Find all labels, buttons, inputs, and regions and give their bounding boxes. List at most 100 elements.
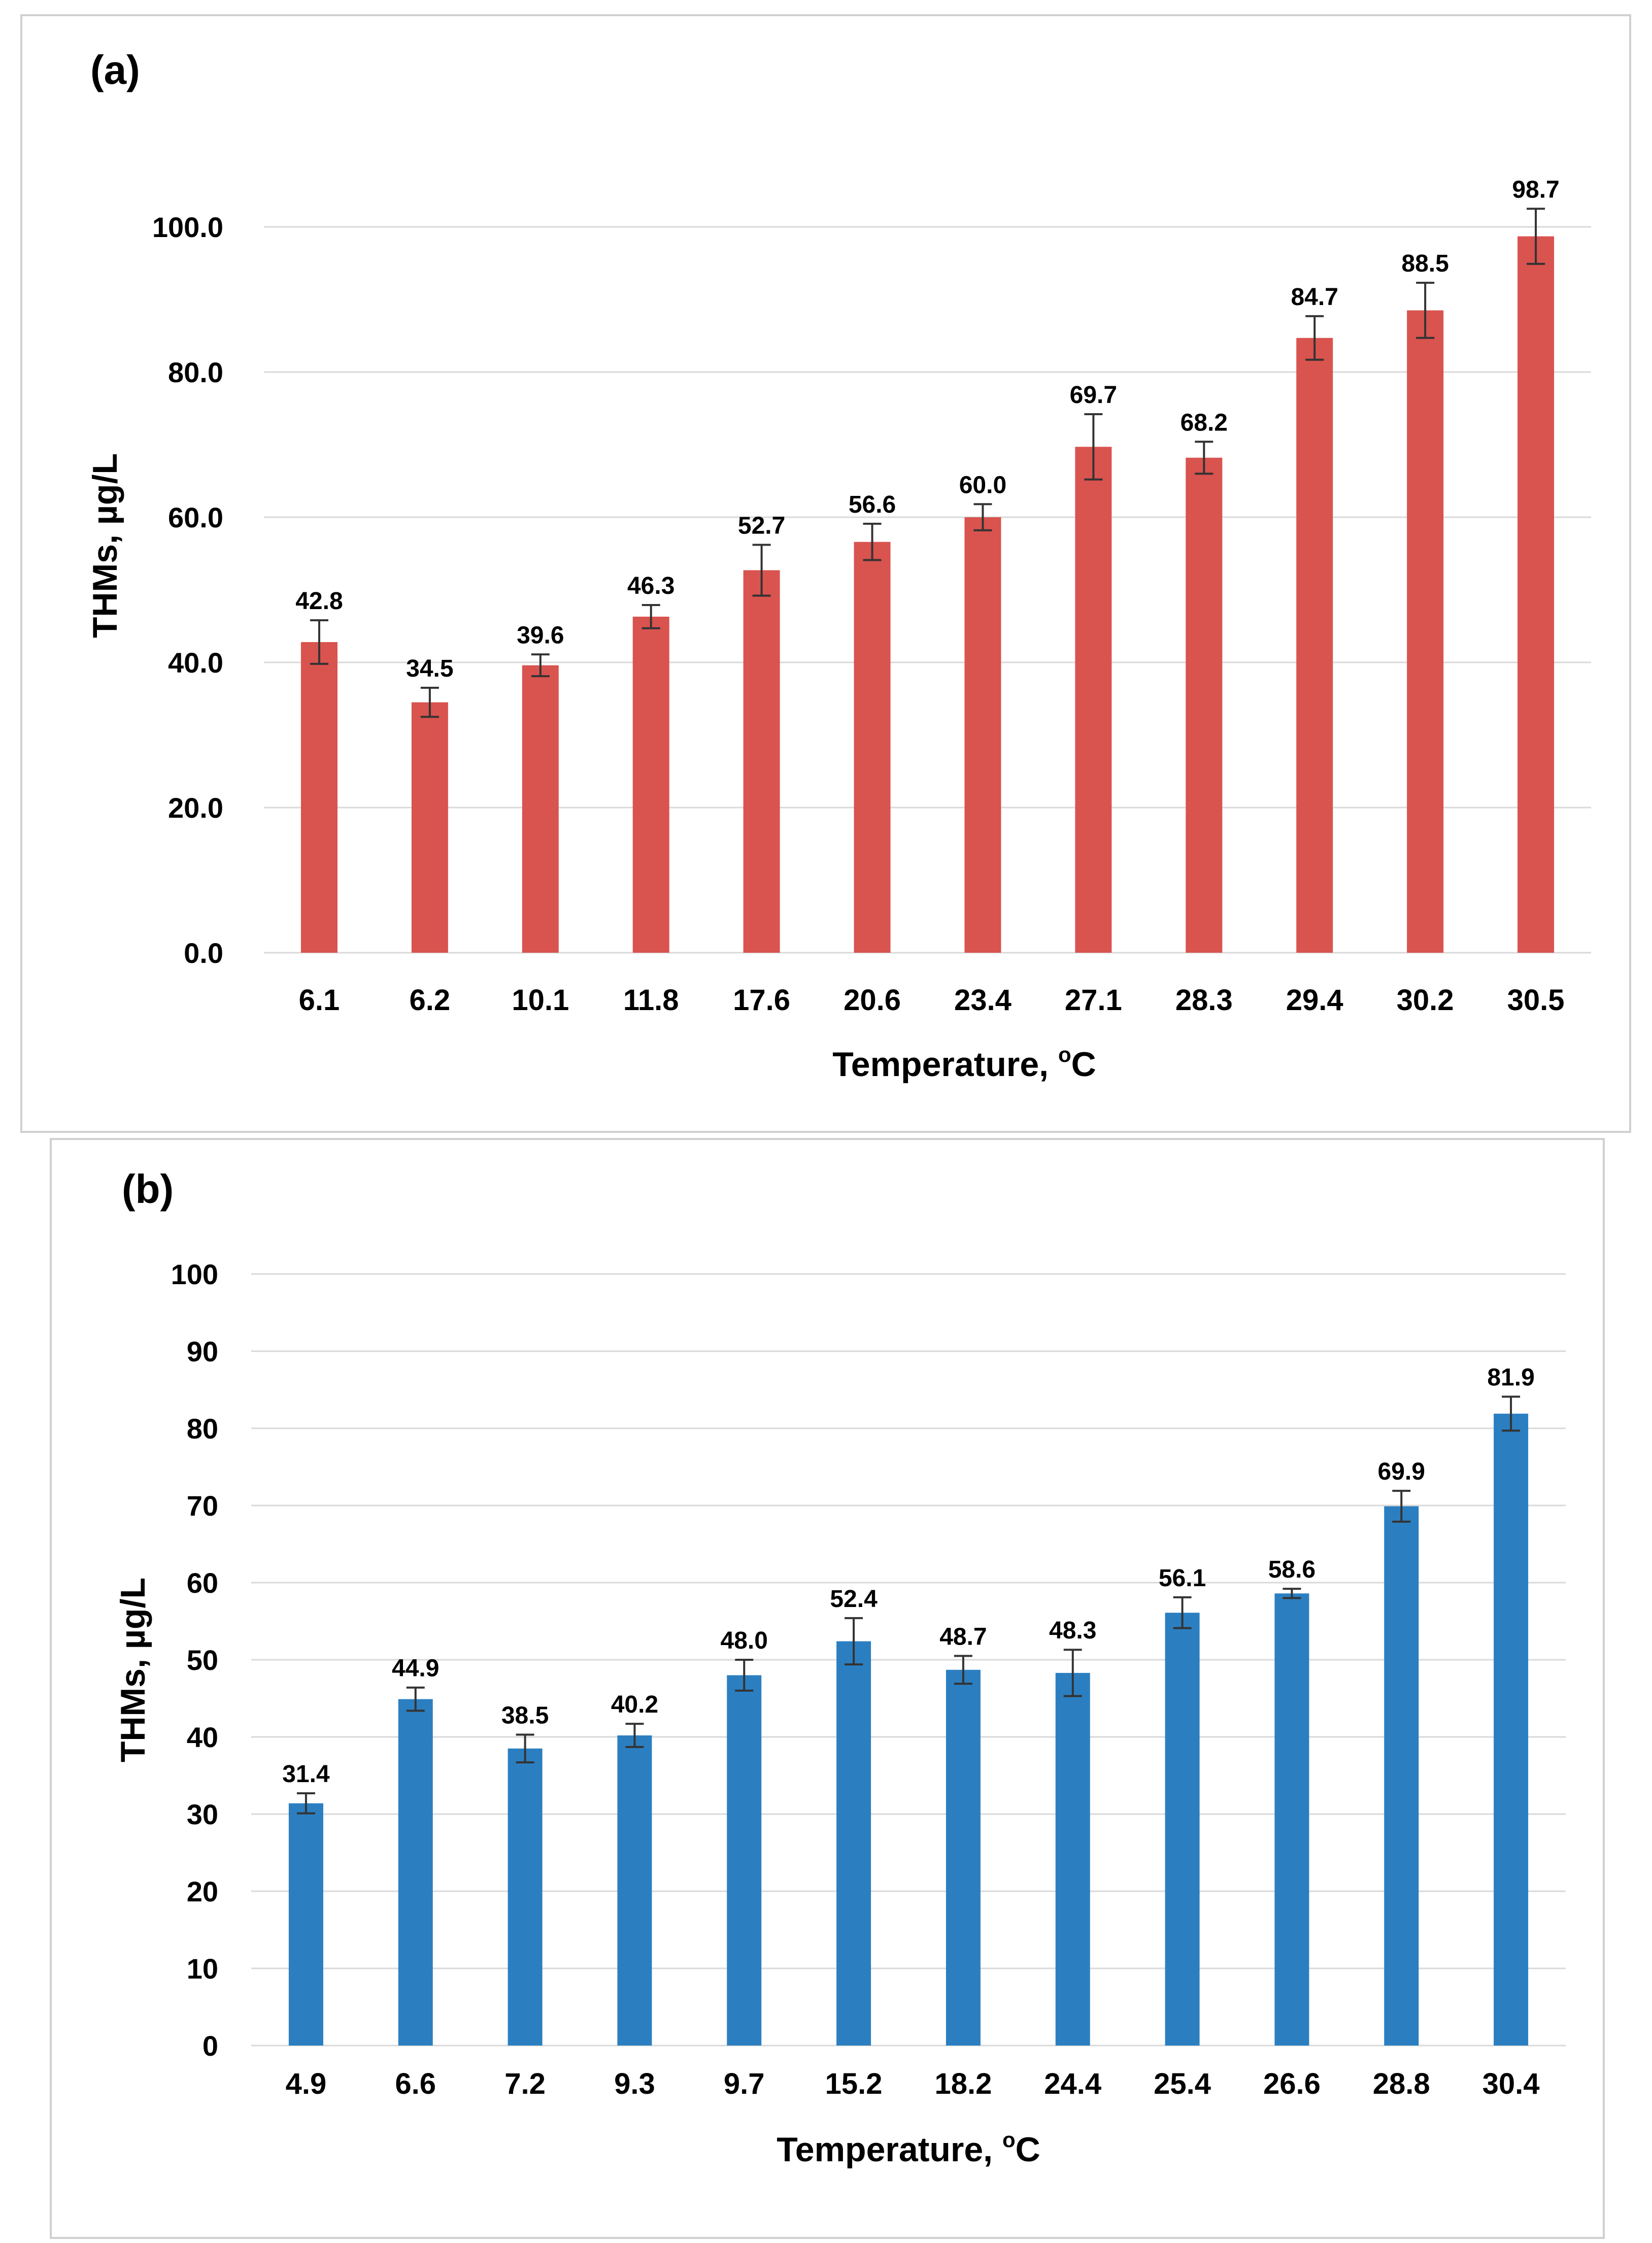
error-bar	[296, 1792, 315, 1815]
chart-a-error-bars	[310, 208, 1545, 718]
x-tick-label: 6.1	[299, 984, 340, 1017]
x-tick-label: 27.1	[1065, 984, 1122, 1017]
data-label: 58.6	[1268, 1556, 1316, 1583]
y-tick-label: 100.0	[152, 211, 223, 243]
bar	[1055, 1672, 1090, 2046]
y-tick-label: 20.0	[168, 792, 223, 824]
x-tick-label: 23.4	[954, 984, 1012, 1017]
chart-a-data-labels: 42.8 34.5 39.6 46.3 52.7 56.6 60.0 69.7 68.2 84.7…	[295, 176, 1560, 682]
error-bar	[1283, 1588, 1301, 1599]
x-tick-label: 25.4	[1154, 2067, 1211, 2100]
chart-b-x-axis-title-unit: C	[1016, 2130, 1040, 2169]
data-label: 81.9	[1487, 1364, 1534, 1391]
chart-a-y-axis-title: THMs, µg/L	[86, 453, 124, 638]
data-label: 48.0	[721, 1627, 768, 1654]
data-label: 42.8	[295, 588, 343, 615]
error-bar	[1063, 1649, 1082, 1697]
x-tick-label: 29.4	[1286, 984, 1343, 1017]
x-tick-label: 26.6	[1263, 2067, 1321, 2100]
data-label: 39.6	[517, 622, 564, 649]
x-tick-label: 15.2	[825, 2067, 883, 2100]
bar	[300, 642, 338, 953]
bar	[1494, 1414, 1529, 2046]
bar	[946, 1669, 981, 2046]
y-tick-label: 20	[187, 1876, 218, 1907]
x-tick-label: 20.6	[844, 984, 901, 1017]
bar	[411, 702, 448, 953]
error-bar	[420, 687, 439, 718]
chart-b-panel-label: (b)	[122, 1166, 174, 1212]
bar	[743, 570, 780, 953]
chart-b-x-ticks: 4.9 6.6 7.2 9.3 9.7 15.2 18.2 24.4 25.4 26.6 28.8 3…	[286, 2067, 1540, 2100]
data-label: 68.2	[1181, 409, 1228, 436]
chart-b-x-axis-title: Temperature, oC	[777, 2128, 1040, 2169]
y-tick-label: 70	[187, 1490, 218, 1522]
x-tick-label: 6.6	[395, 2067, 436, 2100]
chart-b-y-axis-title: THMs, µg/L	[114, 1578, 152, 1762]
x-tick-label: 4.9	[286, 2067, 327, 2100]
bar	[288, 1803, 323, 2046]
error-bar	[845, 1617, 863, 1666]
bar	[617, 1735, 652, 2046]
chart-a-x-axis-title: Temperature, oC	[832, 1043, 1096, 1084]
chart-a: (a) 0.0 20.0 40.0 60.0 80.0 100.0 42.8 34.5 39.…	[20, 14, 1631, 1133]
error-bar	[1527, 208, 1545, 265]
data-label: 44.9	[392, 1655, 439, 1682]
error-bar	[310, 619, 328, 665]
bar	[1186, 457, 1223, 953]
x-tick-label: 10.1	[512, 984, 569, 1017]
data-label: 48.7	[939, 1623, 987, 1650]
y-tick-label: 80	[187, 1413, 218, 1445]
data-label: 69.9	[1378, 1458, 1425, 1485]
chart-a-gridlines	[264, 226, 1591, 954]
chart-b-y-ticks: 0 10 20 30 40 50 60 70 80 90 100	[171, 1258, 218, 2062]
data-label: 69.7	[1070, 382, 1117, 409]
x-tick-label: 30.4	[1482, 2067, 1540, 2100]
chart-a-frame	[20, 14, 1631, 1133]
data-label: 60.0	[959, 472, 1006, 498]
error-bar	[1305, 315, 1324, 361]
y-tick-label: 100	[171, 1258, 218, 1290]
y-tick-label: 40.0	[168, 647, 223, 679]
error-bar	[1392, 1490, 1411, 1523]
x-tick-label: 24.4	[1044, 2067, 1101, 2100]
data-label: 34.5	[406, 655, 453, 682]
bar	[1296, 338, 1333, 953]
error-bar	[1502, 1395, 1521, 1432]
x-tick-label: 18.2	[934, 2067, 992, 2100]
x-tick-label: 9.3	[614, 2067, 655, 2100]
bar	[508, 1748, 543, 2046]
bar	[854, 542, 891, 953]
chart-b-data-labels: 31.4 44.9 38.5 40.2 48.0 52.4 48.7 48.3 56.1 58.6…	[282, 1364, 1535, 1788]
data-label: 88.5	[1401, 250, 1448, 277]
x-tick-label: 6.2	[410, 984, 451, 1017]
chart-a-x-axis-title-text: Temperature,	[832, 1045, 1058, 1084]
data-label: 56.1	[1159, 1565, 1206, 1592]
y-tick-label: 60.0	[168, 501, 223, 533]
chart-b-error-bars	[296, 1395, 1521, 1815]
bar	[1384, 1506, 1419, 2046]
data-label: 98.7	[1512, 176, 1559, 203]
x-tick-label: 30.2	[1397, 984, 1454, 1017]
y-tick-label: 10	[187, 1953, 218, 1985]
chart-a-y-ticks: 0.0 20.0 40.0 60.0 80.0 100.0	[152, 211, 223, 969]
chart-b-x-axis-title-text: Temperature,	[777, 2130, 1002, 2169]
bar	[964, 517, 1001, 953]
chart-b: (b) 0 10 20 30 40 50 60 70 80 90 100 31.4 44.9 38.5 4…	[50, 1138, 1605, 2239]
chart-a-x-axis-title-unit: C	[1071, 1045, 1096, 1084]
error-bar	[1416, 282, 1435, 339]
chart-a-panel-label: (a)	[90, 47, 140, 92]
y-tick-label: 30	[187, 1798, 218, 1830]
bar	[1407, 310, 1444, 953]
x-tick-label: 7.2	[504, 2067, 546, 2100]
bar	[1518, 236, 1555, 953]
x-tick-label: 28.8	[1373, 2067, 1430, 2100]
data-label: 84.7	[1291, 284, 1338, 311]
x-tick-label: 11.8	[623, 984, 679, 1017]
error-bar	[406, 1686, 425, 1712]
x-tick-label: 9.7	[724, 2067, 765, 2100]
data-label: 31.4	[282, 1761, 330, 1788]
y-tick-label: 50	[187, 1644, 218, 1676]
y-tick-label: 0	[203, 2030, 218, 2062]
chart-a-bars	[300, 236, 1555, 953]
